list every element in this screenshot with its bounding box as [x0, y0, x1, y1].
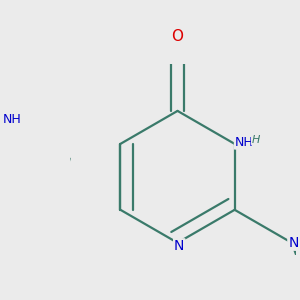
Text: O: O	[172, 29, 184, 44]
Text: NH: NH	[3, 113, 22, 126]
Text: NH: NH	[235, 136, 254, 148]
Text: N: N	[288, 236, 299, 250]
Text: N: N	[174, 239, 184, 253]
Text: H: H	[251, 134, 260, 145]
